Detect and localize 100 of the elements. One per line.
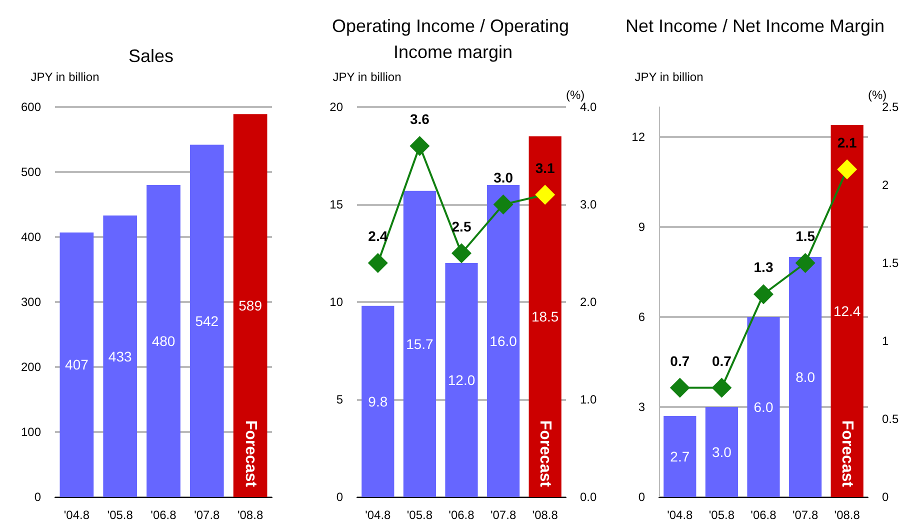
- data-label: 589: [238, 298, 262, 314]
- point: [368, 253, 388, 273]
- bar: [705, 407, 738, 497]
- y-tick-label: 20: [330, 100, 344, 114]
- data-label: 18.5: [531, 308, 559, 325]
- x-tick-label: '07.8: [490, 508, 516, 522]
- bar: [362, 306, 394, 497]
- y-tick-label: 10: [330, 295, 344, 309]
- y-tick-label: 500: [20, 165, 42, 179]
- y2-axis-title: (%): [566, 88, 585, 102]
- y-tick-label: 0: [336, 490, 344, 504]
- point: [493, 194, 514, 214]
- bar: [403, 190, 436, 497]
- data-label: 2.5: [452, 218, 472, 234]
- data-label: 8.0: [796, 369, 816, 385]
- data-label: 480: [152, 333, 176, 349]
- annotation: Forecast: [838, 420, 856, 488]
- bar: [233, 114, 268, 497]
- bar: [445, 263, 478, 497]
- x-tick-label: '05.8: [107, 508, 134, 522]
- data-label: 6.0: [754, 399, 774, 415]
- y2-tick-label: 3.0: [580, 198, 598, 212]
- x-tick-label: '07.8: [194, 508, 220, 522]
- data-label: 16.0: [490, 333, 518, 349]
- bar: [190, 144, 224, 497]
- x-tick-label: '08.8: [237, 508, 264, 522]
- x-tick-label: '05.8: [406, 508, 433, 522]
- y2-tick-label: 0: [882, 490, 889, 504]
- data-label: 12.0: [448, 372, 476, 388]
- y-tick-label: 400: [20, 230, 42, 244]
- bar: [747, 317, 780, 497]
- x-tick-label: '08.8: [834, 508, 860, 522]
- y-tick-label: 15: [330, 198, 344, 212]
- y-tick-label: 12: [632, 130, 646, 144]
- y2-tick-label: 2.0: [580, 295, 598, 309]
- y2-tick-label: 1.5: [882, 256, 900, 270]
- y-tick-label: 100: [20, 425, 42, 439]
- y2-tick-label: 0.0: [580, 490, 598, 504]
- y2-tick-label: 1.0: [580, 392, 598, 406]
- bar: [789, 257, 822, 497]
- data-label: 3.0: [494, 170, 514, 186]
- point: [670, 378, 690, 398]
- y-tick-label: 600: [20, 100, 42, 114]
- data-label: 2.7: [670, 448, 690, 464]
- x-tick-label: '04.8: [667, 508, 694, 522]
- x-tick-label: '06.8: [448, 508, 475, 522]
- data-label: 12.4: [833, 303, 861, 319]
- x-tick-label: '06.8: [750, 508, 777, 522]
- data-label: 15.7: [406, 336, 434, 352]
- y2-tick-label: 4.0: [580, 100, 598, 114]
- data-label: 9.8: [368, 393, 388, 410]
- y-tick-label: 200: [20, 360, 42, 374]
- chart-title: Operating Income / Operating Income margin: [332, 16, 574, 62]
- x-tick-label: '07.8: [792, 508, 818, 522]
- data-label: 542: [195, 312, 219, 329]
- bar: [664, 416, 696, 497]
- x-tick-label: '04.8: [365, 508, 392, 522]
- point: [837, 159, 858, 180]
- x-tick-label: '05.8: [708, 508, 735, 522]
- annotation: Forecast: [242, 420, 259, 488]
- chart-title: Sales: [128, 46, 174, 66]
- data-label: 1.3: [754, 259, 774, 276]
- bar: [146, 185, 180, 497]
- y2-axis-title: (%): [868, 88, 887, 102]
- data-label: 1.5: [796, 228, 816, 244]
- x-tick-label: '08.8: [532, 508, 558, 522]
- y-axis-title: JPY in billion: [332, 70, 402, 84]
- point: [712, 378, 732, 398]
- y-tick-label: 300: [20, 295, 42, 309]
- data-label: 433: [108, 348, 132, 364]
- point: [452, 243, 472, 264]
- y-tick-label: 6: [638, 310, 646, 324]
- bar: [830, 125, 864, 497]
- y-tick-label: 3: [638, 400, 646, 414]
- chart-title: Net Income / Net Income Margin: [625, 16, 885, 36]
- bar: [528, 136, 562, 497]
- y-axis-title: JPY in billion: [634, 70, 704, 84]
- data-label: 0.7: [670, 352, 690, 369]
- data-label: 2.1: [837, 134, 858, 150]
- point: [795, 253, 816, 273]
- y-axis-title: JPY in billion: [30, 70, 100, 84]
- x-tick-label: '06.8: [150, 508, 177, 522]
- y2-tick-label: 1: [882, 334, 889, 348]
- y-tick-label: 5: [336, 392, 344, 406]
- data-label: 3.0: [712, 444, 732, 460]
- y-tick-label: 0: [34, 490, 42, 504]
- y2-tick-label: 2.5: [882, 100, 900, 114]
- data-label: 3.1: [535, 160, 556, 176]
- bar: [60, 232, 94, 497]
- bar: [487, 185, 520, 497]
- point: [754, 284, 774, 304]
- point: [410, 136, 430, 156]
- y-tick-label: 9: [638, 220, 646, 234]
- x-tick-label: '04.8: [64, 508, 90, 522]
- data-label: 407: [65, 356, 89, 373]
- point: [535, 184, 556, 205]
- y2-tick-label: 2: [882, 178, 889, 192]
- annotation: Forecast: [536, 420, 554, 488]
- y2-tick-label: 0.5: [882, 412, 900, 426]
- bar: [103, 216, 138, 497]
